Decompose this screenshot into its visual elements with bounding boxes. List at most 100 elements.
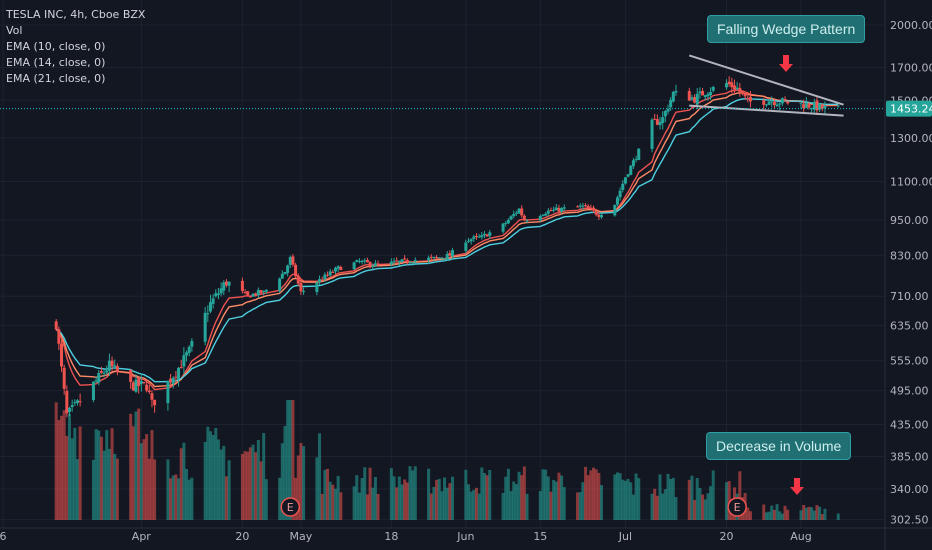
volume-bar (820, 513, 824, 520)
price-tick-label: 495.00 (890, 385, 929, 398)
volume-bar (538, 491, 542, 520)
candle (283, 272, 287, 275)
candle (783, 96, 787, 103)
price-tick-label: 830.00 (890, 249, 929, 262)
candle-body (145, 384, 149, 391)
volume-bar (783, 505, 787, 520)
candle-body (187, 346, 191, 353)
candle (586, 204, 590, 209)
earnings-marker[interactable]: E (727, 497, 747, 517)
volume-bar (286, 400, 290, 520)
volume-bar (251, 444, 255, 520)
volume-bar (68, 413, 71, 520)
candle (623, 177, 627, 185)
candle-body (336, 266, 340, 269)
volume-bar (326, 468, 330, 520)
candle (185, 350, 189, 362)
volume-decrease-callout: Decrease in Volume (706, 432, 852, 460)
candle (131, 381, 135, 392)
candle (690, 94, 694, 101)
candle-body (403, 258, 407, 260)
time-axis[interactable]: 6 Apr 20 May 18 Jun 15 Jul 20 Aug (0, 530, 812, 543)
earnings-marker-label: E (734, 501, 741, 514)
volume-bar (698, 487, 702, 520)
legend-ema21[interactable]: EMA (21, close, 0) (6, 72, 106, 85)
volume-bar (113, 453, 117, 520)
candle (102, 369, 106, 378)
volume-bar (578, 492, 582, 520)
candle (65, 385, 69, 418)
volume-bar (115, 458, 119, 520)
volume-bar (666, 473, 670, 520)
candle-body (320, 279, 324, 281)
candle (653, 113, 657, 120)
candle-body (613, 204, 617, 216)
volume-bar (690, 475, 694, 520)
candle-body (467, 240, 470, 242)
candle (520, 205, 524, 218)
candle (501, 222, 505, 234)
candle (240, 277, 244, 294)
candle (411, 262, 415, 266)
candle (355, 259, 359, 263)
earnings-marker[interactable]: E (280, 497, 301, 517)
candle-body (262, 290, 266, 293)
price-tick-label: 1300.00 (890, 132, 932, 145)
volume-bar (243, 451, 247, 520)
candle-body (318, 279, 322, 283)
candle-body (584, 205, 588, 207)
candle (137, 378, 141, 394)
price-tick-label: 385.00 (890, 450, 929, 463)
candle-body (224, 281, 228, 286)
legend-volume[interactable]: Vol (6, 24, 23, 37)
candle-body (150, 393, 154, 400)
wedge-upper-line[interactable] (688, 54, 844, 106)
price-axis[interactable]: 2000.001700.001500.001300.001100.00950.0… (890, 19, 932, 527)
volume-bar (504, 476, 508, 520)
candle-body (687, 91, 691, 101)
volume-bar (437, 478, 441, 520)
volume-bar (509, 491, 513, 520)
candle-body (278, 278, 282, 291)
candle (211, 294, 215, 309)
candle-body (746, 98, 750, 100)
price-tick-label: 2000.00 (890, 19, 932, 32)
candle-body (621, 183, 625, 191)
volume-bar (815, 505, 819, 520)
candle-body (214, 293, 218, 297)
volume-bar (323, 469, 327, 520)
legend-ema10[interactable]: EMA (10, close, 0) (6, 40, 106, 53)
volume-bar (823, 508, 827, 520)
volume-arrow-icon (790, 478, 804, 495)
candle (725, 79, 729, 90)
ema-line-21 (55, 97, 839, 383)
volume-bar (142, 439, 146, 520)
legend-symbol[interactable]: TESLA INC, 4h, Cboe BZX (6, 8, 146, 21)
price-tick-label: 710.00 (890, 290, 929, 303)
volume-bar (485, 475, 489, 520)
candle-body (296, 275, 300, 284)
candle-body (113, 365, 117, 367)
candle (576, 205, 580, 208)
volume-bar (549, 491, 553, 520)
candle (405, 258, 409, 265)
candle (326, 271, 330, 277)
candle-body (107, 360, 111, 371)
candle-body (504, 222, 508, 224)
candle-body (482, 233, 486, 236)
volume-bar (687, 479, 691, 520)
volume-bar (650, 493, 654, 520)
candle-body (299, 282, 303, 292)
candle-body (544, 213, 548, 216)
candle-body (783, 99, 787, 101)
legend-ema14[interactable]: EMA (14, close, 0) (6, 56, 106, 69)
volume-bar (222, 445, 226, 520)
wedge-lower-line[interactable] (689, 104, 844, 117)
time-tick-label: Jul (618, 530, 632, 543)
last-price-tag (886, 100, 932, 117)
volume-bar (560, 475, 564, 520)
volume-bar (318, 433, 322, 520)
price-tick-label: 555.00 (890, 355, 929, 368)
